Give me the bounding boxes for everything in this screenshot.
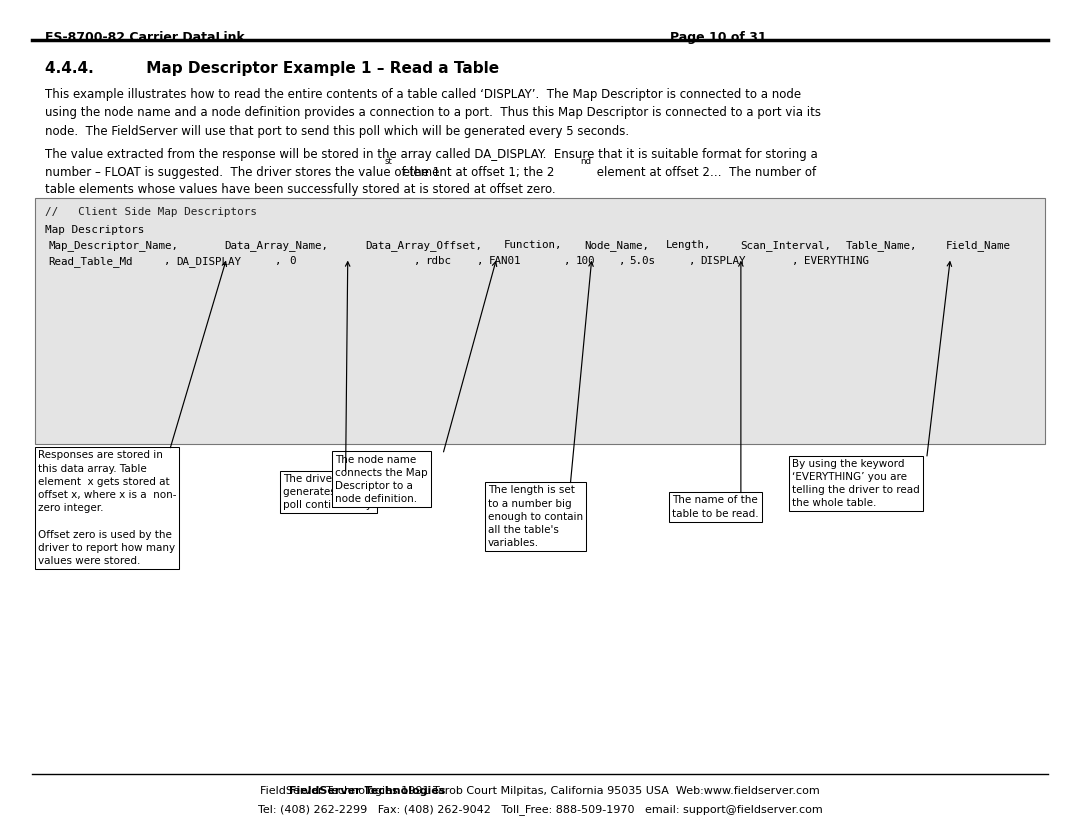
- Text: FS-8700-82 Carrier DataLink: FS-8700-82 Carrier DataLink: [45, 31, 245, 44]
- Text: Responses are stored in
this data array. Table
element  x gets stored at
offset : Responses are stored in this data array.…: [38, 450, 176, 566]
- Text: 0: 0: [289, 256, 296, 266]
- Text: ,: ,: [619, 256, 625, 266]
- Text: The value extracted from the response will be stored in the array called DA_DISP: The value extracted from the response wi…: [45, 148, 819, 162]
- Text: 4.4.4.          Map Descriptor Example 1 – Read a Table: 4.4.4. Map Descriptor Example 1 – Read a…: [45, 61, 499, 76]
- Text: EVERYTHING: EVERYTHING: [804, 256, 868, 266]
- Text: ,: ,: [275, 256, 282, 266]
- Text: st: st: [384, 157, 392, 166]
- Text: ,: ,: [564, 256, 570, 266]
- Text: DISPLAY: DISPLAY: [700, 256, 745, 266]
- Text: Map Descriptors: Map Descriptors: [45, 225, 145, 235]
- Text: ,: ,: [477, 256, 484, 266]
- Text: Table_Name,: Table_Name,: [846, 240, 917, 251]
- Text: Data_Array_Offset,: Data_Array_Offset,: [365, 240, 482, 251]
- Bar: [35, 198, 1045, 444]
- Text: ,: ,: [792, 256, 798, 266]
- Text: Field_Name: Field_Name: [946, 240, 1011, 251]
- Text: Length,: Length,: [666, 240, 712, 250]
- Text: Tel: (408) 262-2299   Fax: (408) 262-9042   Toll_Free: 888-509-1970   email: sup: Tel: (408) 262-2299 Fax: (408) 262-9042 …: [258, 804, 822, 815]
- Text: FAN01: FAN01: [489, 256, 522, 266]
- Text: ,: ,: [414, 256, 420, 266]
- Text: Node_Name,: Node_Name,: [584, 240, 649, 251]
- Text: Map_Descriptor_Name,: Map_Descriptor_Name,: [49, 240, 178, 251]
- Text: ,: ,: [164, 256, 171, 266]
- Text: nd: nd: [580, 157, 591, 166]
- Text: ,: ,: [689, 256, 696, 266]
- Text: Read_Table_Md: Read_Table_Md: [49, 256, 133, 267]
- Text: //   Client Side Map Descriptors: // Client Side Map Descriptors: [45, 207, 257, 217]
- Text: Data_Array_Name,: Data_Array_Name,: [225, 240, 328, 251]
- Text: By using the keyword
‘EVERYTHING’ you are
telling the driver to read
the whole t: By using the keyword ‘EVERYTHING’ you ar…: [792, 459, 919, 508]
- Text: The length is set
to a number big
enough to contain
all the table's
variables.: The length is set to a number big enough…: [488, 485, 583, 548]
- Text: FieldServer Technologies: FieldServer Technologies: [289, 786, 446, 796]
- Text: rdbc: rdbc: [426, 256, 451, 266]
- Text: This example illustrates how to read the entire contents of a table called ‘DISP: This example illustrates how to read the…: [45, 88, 822, 138]
- Text: FieldServer Technologies 1991 Tarob Court Milpitas, California 95035 USA  Web:ww: FieldServer Technologies 1991 Tarob Cour…: [260, 786, 820, 796]
- Text: table elements whose values have been successfully stored at is stored at offset: table elements whose values have been su…: [45, 183, 556, 197]
- Text: Function,: Function,: [503, 240, 562, 250]
- Text: 100: 100: [576, 256, 595, 266]
- Text: Page 10 of 31: Page 10 of 31: [670, 31, 766, 44]
- Text: element at offset 1; the 2: element at offset 1; the 2: [399, 166, 554, 179]
- Text: Scan_Interval,: Scan_Interval,: [740, 240, 831, 251]
- Text: The name of the
table to be read.: The name of the table to be read.: [672, 495, 758, 519]
- Text: element at offset 2…  The number of: element at offset 2… The number of: [593, 166, 816, 179]
- Text: 5.0s: 5.0s: [630, 256, 656, 266]
- Text: number – FLOAT is suggested.  The driver stores the value of the 1: number – FLOAT is suggested. The driver …: [45, 166, 441, 179]
- Text: DA_DISPLAY: DA_DISPLAY: [176, 256, 241, 267]
- Text: The driver
generates a read
poll continuously.: The driver generates a read poll continu…: [283, 474, 374, 510]
- Text: The node name
connects the Map
Descriptor to a
node definition.: The node name connects the Map Descripto…: [335, 455, 428, 504]
